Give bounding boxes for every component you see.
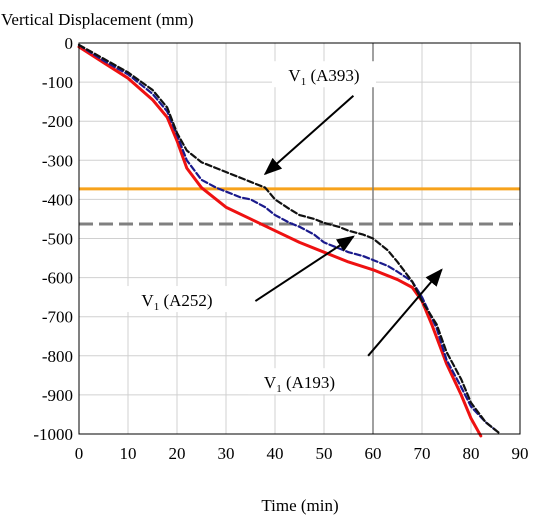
x-tick-labels: 0 10 20 30 40 50 60 70 80 90 — [75, 444, 529, 463]
annotation-arrow-1 — [263, 95, 355, 176]
y-tick-labels: 0 -100 -200 -300 -400 -500 -600 -700 -800 -900 -10… — [33, 34, 73, 444]
x-axis-title: Time (min) — [261, 496, 338, 515]
y-tick-label: -800 — [42, 347, 73, 366]
y-tick-label: -500 — [42, 230, 73, 249]
x-tick-label: 20 — [169, 444, 186, 463]
series-line-3 — [77, 43, 502, 436]
x-tick-label: 70 — [414, 444, 431, 463]
y-tick-label: -1000 — [33, 425, 73, 444]
y-tick-label: -600 — [42, 269, 73, 288]
annotation-label-1: V1 (A393) — [288, 66, 359, 88]
x-tick-label: 10 — [120, 444, 137, 463]
annotation-label-2: V1 (A252) — [141, 291, 212, 313]
y-tick-label: -100 — [42, 73, 73, 92]
y-tick-label: 0 — [65, 34, 74, 53]
annotation-bg-1 — [272, 61, 376, 88]
annotation-arrow-2 — [254, 235, 355, 302]
x-tick-label: 0 — [75, 444, 84, 463]
y-tick-label: -900 — [42, 386, 73, 405]
annotation-label-3: V1 (A193) — [264, 373, 335, 395]
y-tick-label: -200 — [42, 112, 73, 131]
series-lines — [77, 43, 502, 438]
series-line-2 — [77, 43, 497, 432]
x-tick-label: 90 — [512, 444, 529, 463]
y-tick-label: -700 — [42, 308, 73, 327]
x-tick-label: 30 — [218, 444, 235, 463]
annotation-bg-2 — [125, 286, 229, 313]
annotations: V1 (A393) V1 (A252) V1 (A193) — [125, 61, 443, 395]
y-tick-label: -300 — [42, 151, 73, 170]
x-tick-label: 40 — [267, 444, 284, 463]
series-line-1 — [77, 45, 483, 438]
annotation-arrow-3 — [367, 268, 443, 357]
plot-area-border — [78, 42, 521, 435]
x-tick-label: 60 — [365, 444, 382, 463]
annotation-bg-3 — [247, 368, 352, 395]
x-tick-label: 80 — [463, 444, 480, 463]
x-tick-label: 50 — [316, 444, 333, 463]
y-tick-label: -400 — [42, 190, 73, 209]
y-axis-title: Vertical Displacement (mm) — [1, 10, 194, 29]
